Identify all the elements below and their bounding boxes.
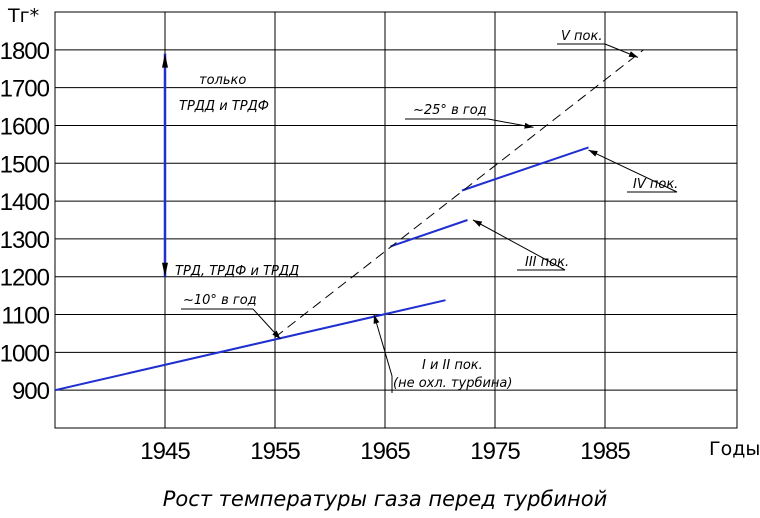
y-tick-label: 1800 — [0, 38, 50, 65]
annotation-gen-1-2-note: (не охл. турбина) — [393, 376, 512, 391]
series-line-1 — [54, 299, 446, 392]
series-line-4 — [274, 49, 644, 338]
range-arrow-head-down — [162, 262, 168, 277]
y-tick-labels: 900 1000 1100 1200 1300 1400 1500 1600 1700 1800 — [0, 38, 51, 405]
annotation-rate-10: ~10° в год — [183, 293, 257, 308]
y-tick-label: 1200 — [0, 265, 50, 292]
chart-title: Рост температуры газа перед турбиной — [163, 487, 608, 511]
annotation-only-line2: ТРДД и ТРДФ — [179, 99, 269, 114]
x-tick-label: 1955 — [250, 438, 300, 465]
y-tick-label: 900 — [12, 378, 50, 405]
x-tick-labels: 1945 1955 1965 1975 1985 — [140, 438, 631, 465]
range-arrow-head-up — [162, 53, 168, 68]
y-tick-label: 1000 — [0, 340, 50, 367]
annotation-gen-3: III пок. — [525, 255, 569, 270]
x-axis-label: Годы — [709, 438, 760, 460]
x-tick-label: 1975 — [470, 438, 520, 465]
y-tick-label: 1400 — [0, 189, 50, 216]
x-tick-label: 1965 — [360, 438, 410, 465]
x-tick-label: 1985 — [580, 438, 630, 465]
annotation-engines: ТРД, ТРДФ и ТРДД — [175, 264, 299, 279]
series-line-3 — [461, 146, 589, 192]
annotation-arrows — [162, 43, 678, 393]
y-tick-label: 1500 — [0, 151, 50, 178]
leader-gen-3-pointer — [472, 219, 566, 271]
y-tick-label: 1300 — [0, 227, 50, 254]
leader-rate-25-pointer — [487, 118, 534, 129]
x-tick-label: 1945 — [140, 438, 190, 465]
annotation-gen-4: IV пок. — [633, 177, 678, 192]
grid-lines — [55, 12, 737, 428]
y-tick-label: 1100 — [1, 303, 49, 330]
leader-gen-4-pointer — [588, 149, 678, 193]
annotation-gen-1-2: I и II пок. — [422, 358, 483, 373]
leader-gen-5-pointer — [604, 43, 639, 58]
plot-frame — [54, 11, 738, 429]
series-lines — [54, 49, 644, 392]
leader-gen-1-2-pointer — [373, 314, 393, 377]
series-line-2 — [390, 219, 468, 248]
y-tick-label: 1700 — [0, 76, 50, 103]
y-axis-label: Tг* — [7, 5, 39, 27]
annotation-gen-5: V пок. — [561, 29, 602, 44]
annotation-only-line1: только — [199, 73, 246, 88]
annotation-rate-25: ~25° в год — [413, 103, 487, 118]
leader-rate-10-pointer — [252, 308, 281, 340]
y-tick-label: 1600 — [0, 113, 50, 140]
